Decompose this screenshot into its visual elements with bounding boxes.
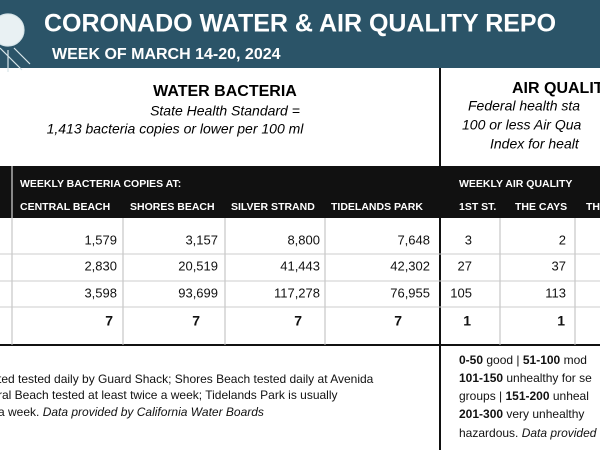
- cell: 3,598: [84, 285, 117, 300]
- cell: 105: [450, 285, 472, 300]
- cell: 41,443: [280, 258, 320, 273]
- legend: 201-300 very unhealthy: [459, 407, 584, 421]
- cell: 2,830: [84, 258, 117, 273]
- legend-text: unhealthy for se: [503, 371, 592, 385]
- legend: 101-150 unhealthy for se: [459, 371, 592, 385]
- legend: hazardous. Data provided: [459, 426, 597, 440]
- legend-text: groups |: [459, 389, 505, 403]
- air-standard: Index for healt: [490, 136, 580, 152]
- legend: 0-50 good | 51-100 mod: [459, 353, 587, 367]
- header-band: [0, 0, 600, 68]
- column-head: 1ST ST.: [459, 201, 496, 213]
- legend-text: very unhealthy: [503, 407, 584, 421]
- column-head: SILVER STRAND: [231, 201, 315, 213]
- cell: 93,699: [178, 285, 218, 300]
- legend-text: 201-300: [459, 407, 503, 421]
- total-cell: 7: [294, 313, 302, 329]
- legend-text: mod: [560, 353, 587, 367]
- cell: 117,278: [274, 285, 320, 300]
- note-text: ted tested daily by Guard Shack; Shores …: [0, 372, 374, 386]
- water-title: WATER BACTERIA: [153, 83, 297, 100]
- total-cell: 7: [394, 313, 402, 329]
- legend-text: hazardous.: [459, 426, 522, 440]
- cell: 20,519: [178, 258, 218, 273]
- total-cell: 7: [192, 313, 200, 329]
- note: ral Beach tested at least twice a week; …: [0, 388, 338, 402]
- cell: 76,955: [390, 285, 430, 300]
- legend-text: 0-50: [459, 353, 483, 367]
- column-head: SHORES BEACH: [130, 201, 215, 213]
- table-head: [0, 166, 440, 218]
- legend: groups | 151-200 unheal: [459, 389, 589, 403]
- column-head: THE CAYS: [515, 201, 567, 213]
- cell: 3: [465, 232, 472, 247]
- legend-text: good |: [483, 353, 523, 367]
- legend-text: 101-150: [459, 371, 503, 385]
- note: a week. Data provided by California Wate…: [0, 405, 264, 419]
- table-head: [441, 166, 600, 218]
- logo: [0, 13, 31, 72]
- legend-text: 51-100: [523, 353, 561, 367]
- note-text: ral Beach tested at least twice a week; …: [0, 388, 338, 402]
- column-head: TH: [586, 201, 600, 213]
- column-head: CENTRAL BEACH: [20, 201, 110, 213]
- water-standard: State Health Standard =: [150, 103, 300, 119]
- air-standard: 100 or less Air Qua: [462, 117, 582, 133]
- total-cell: 7: [105, 313, 113, 329]
- note-text: Data provided by California Water Boards: [43, 405, 264, 419]
- subtitle: WEEK OF MARCH 14-20, 2024: [52, 46, 281, 63]
- air-title: AIR QUALIT: [512, 80, 600, 97]
- title: CORONADO WATER & AIR QUALITY REPO: [44, 10, 556, 38]
- cell: 3,157: [185, 232, 218, 247]
- water-standard: 1,413 bacteria copies or lower per 100 m…: [47, 121, 305, 137]
- cell: 42,302: [390, 258, 430, 273]
- cell: 7,648: [397, 232, 430, 247]
- group-head: WEEKLY BACTERIA COPIES AT:: [20, 178, 181, 190]
- legend-text: 151-200: [505, 389, 549, 403]
- cell: 27: [458, 258, 472, 273]
- cell: 2: [559, 232, 566, 247]
- legend-text: unheal: [550, 389, 589, 403]
- group-head: WEEKLY AIR QUALITY: [459, 178, 572, 190]
- column-head: TIDELANDS PARK: [331, 201, 423, 213]
- cell: 37: [552, 258, 566, 273]
- note: ted tested daily by Guard Shack; Shores …: [0, 372, 374, 386]
- total-cell: 1: [557, 313, 565, 329]
- note-text: a week.: [0, 405, 43, 419]
- cell: 113: [545, 285, 566, 300]
- cell: 8,800: [287, 232, 320, 247]
- legend-text: Data provided: [522, 426, 597, 440]
- cell: 1,579: [84, 232, 117, 247]
- total-cell: 1: [463, 313, 471, 329]
- air-standard: Federal health sta: [468, 98, 580, 114]
